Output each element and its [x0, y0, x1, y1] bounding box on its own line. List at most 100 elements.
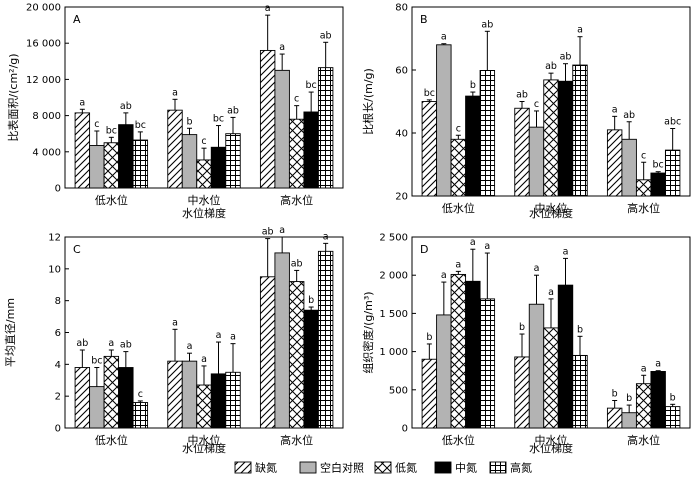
x-axis-label: 水位梯度 — [182, 441, 226, 455]
legend-swatch — [434, 461, 452, 474]
significance-letter: ab — [545, 61, 557, 72]
bar — [650, 371, 666, 429]
bar — [606, 129, 623, 197]
y-tick-label: 6 — [55, 328, 61, 339]
legend-swatch — [299, 461, 317, 474]
significance-letter: ab — [262, 227, 274, 238]
bar — [167, 109, 183, 189]
significance-letter: a — [108, 338, 114, 349]
panel-b: B20406080比根长/(m/g)低水位bcacbab中水位abcababa高… — [361, 3, 691, 220]
y-tick-label: 12 — [48, 233, 61, 244]
y-tick-label: 0 — [402, 424, 408, 435]
bar — [303, 309, 319, 429]
y-tick-label: 0 — [55, 184, 61, 195]
significance-letter: bc — [91, 356, 102, 367]
legend: 缺氮 空白对照 低氮 中氮 高氮 — [234, 461, 532, 475]
bar — [74, 112, 91, 189]
panel-label: C — [73, 243, 81, 256]
bar — [118, 367, 134, 429]
legend-item: 低氮 — [374, 461, 417, 475]
bar — [664, 406, 681, 429]
panel-label: D — [420, 243, 428, 256]
bar — [167, 360, 183, 429]
x-axis-label: 水位梯度 — [529, 206, 573, 220]
bar — [259, 49, 276, 189]
y-tick-label: 8 000 — [32, 111, 61, 122]
panel-label: B — [420, 13, 428, 26]
significance-letter: bc — [306, 80, 317, 91]
legend-item: 中氮 — [434, 461, 477, 475]
y-tick-label: 4 000 — [32, 147, 61, 158]
bar — [225, 371, 241, 429]
significance-letter: bc — [213, 114, 224, 125]
y-tick-label: 80 — [395, 3, 408, 14]
bar — [210, 146, 227, 189]
significance-letter: b — [612, 388, 618, 399]
y-tick-label: 60 — [395, 66, 408, 77]
bar — [664, 149, 681, 197]
significance-letter: b — [426, 332, 432, 343]
legend-label: 中氮 — [455, 461, 477, 475]
x-tick-label: 中水位 — [535, 201, 568, 215]
bar — [274, 69, 290, 189]
bar — [465, 280, 481, 429]
significance-letter: ab — [320, 30, 332, 41]
significance-letter: a — [265, 3, 271, 14]
bar — [528, 303, 545, 429]
significance-letter: a — [187, 341, 193, 352]
significance-letter: a — [172, 317, 178, 328]
bar — [274, 252, 290, 429]
bar — [635, 383, 652, 429]
bar — [650, 172, 666, 197]
bar — [514, 107, 530, 197]
bar — [317, 250, 334, 429]
significance-letter: ab — [76, 338, 88, 349]
bar — [259, 276, 276, 429]
significance-letter: ab — [120, 340, 132, 351]
bar — [436, 44, 452, 197]
significance-letter: a — [216, 330, 222, 341]
x-tick-label: 中水位 — [188, 433, 221, 447]
y-axis-label: 组织密度/(g/m³) — [361, 291, 375, 373]
bar — [103, 355, 120, 429]
significance-letter: b — [308, 295, 314, 306]
bar — [288, 281, 305, 429]
x-tick-label: 低水位 — [95, 433, 128, 447]
bar — [450, 273, 467, 429]
significance-letter: b — [577, 324, 583, 335]
y-tick-label: 1 500 — [379, 309, 408, 320]
significance-letter: a — [455, 259, 461, 270]
significance-letter: a — [484, 241, 490, 252]
bar — [118, 124, 134, 189]
significance-letter: b — [186, 116, 192, 127]
significance-letter: b — [670, 392, 676, 403]
significance-letter: a — [470, 237, 476, 248]
y-tick-label: 8 — [55, 296, 61, 307]
significance-letter: a — [655, 359, 661, 370]
x-tick-label: 低水位 — [95, 193, 128, 207]
y-tick-label: 16 000 — [26, 39, 61, 50]
significance-letter: a — [563, 246, 569, 257]
bar — [89, 145, 105, 189]
significance-letter: ab — [516, 90, 528, 101]
y-axis-label: 比根长/(m/g) — [361, 68, 375, 135]
significance-letter: ab — [120, 101, 132, 112]
bar — [450, 138, 467, 197]
y-tick-label: 2 — [55, 392, 61, 403]
bar — [557, 80, 574, 197]
significance-letter: a — [230, 332, 236, 343]
significance-letter: ab — [227, 105, 239, 116]
bar — [557, 284, 574, 429]
bar — [89, 386, 105, 429]
bar — [421, 358, 438, 429]
significance-letter: b — [519, 322, 525, 333]
x-axis-label: 水位梯度 — [529, 441, 573, 455]
y-tick-label: 12 000 — [26, 75, 61, 86]
significance-letter: c — [294, 94, 299, 105]
significance-letter: a — [641, 363, 647, 374]
x-tick-label: 中水位 — [535, 433, 568, 447]
x-tick-label: 高水位 — [627, 433, 660, 447]
significance-letter: a — [441, 32, 447, 43]
panel-label: A — [73, 13, 81, 26]
significance-letter: ab — [560, 52, 572, 63]
